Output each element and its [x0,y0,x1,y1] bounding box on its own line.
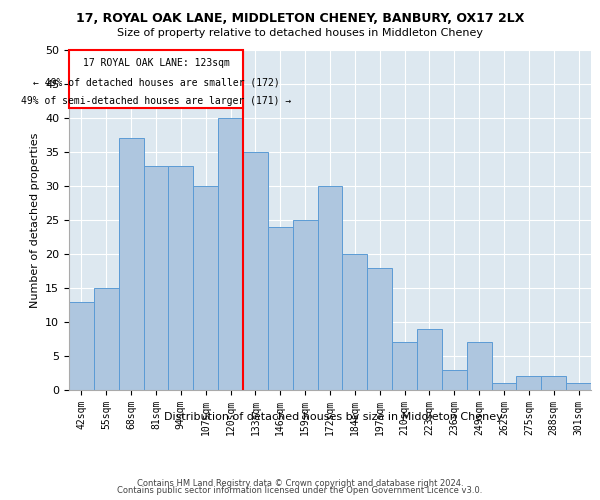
Text: Size of property relative to detached houses in Middleton Cheney: Size of property relative to detached ho… [117,28,483,38]
Bar [442,370,467,390]
Bar [193,186,218,390]
Bar [566,383,591,390]
FancyBboxPatch shape [69,50,243,108]
Bar [69,302,94,390]
Bar [94,288,119,390]
Text: 17, ROYAL OAK LANE, MIDDLETON CHENEY, BANBURY, OX17 2LX: 17, ROYAL OAK LANE, MIDDLETON CHENEY, BA… [76,12,524,26]
Bar [169,166,193,390]
Bar [243,152,268,390]
Bar [293,220,317,390]
Text: Contains HM Land Registry data © Crown copyright and database right 2024.: Contains HM Land Registry data © Crown c… [137,478,463,488]
Bar [119,138,143,390]
Bar [268,227,293,390]
Text: 49% of semi-detached houses are larger (171) →: 49% of semi-detached houses are larger (… [21,96,291,106]
Bar [367,268,392,390]
Bar [491,383,517,390]
Bar [218,118,243,390]
Y-axis label: Number of detached properties: Number of detached properties [29,132,40,308]
Bar [467,342,491,390]
Text: 17 ROYAL OAK LANE: 123sqm: 17 ROYAL OAK LANE: 123sqm [83,58,229,68]
Bar [143,166,169,390]
Bar [343,254,367,390]
Bar [392,342,417,390]
Bar [517,376,541,390]
Text: Distribution of detached houses by size in Middleton Cheney: Distribution of detached houses by size … [164,412,502,422]
Text: ← 49% of detached houses are smaller (172): ← 49% of detached houses are smaller (17… [32,77,280,87]
Bar [541,376,566,390]
Bar [317,186,343,390]
Bar [417,329,442,390]
Text: Contains public sector information licensed under the Open Government Licence v3: Contains public sector information licen… [118,486,482,495]
